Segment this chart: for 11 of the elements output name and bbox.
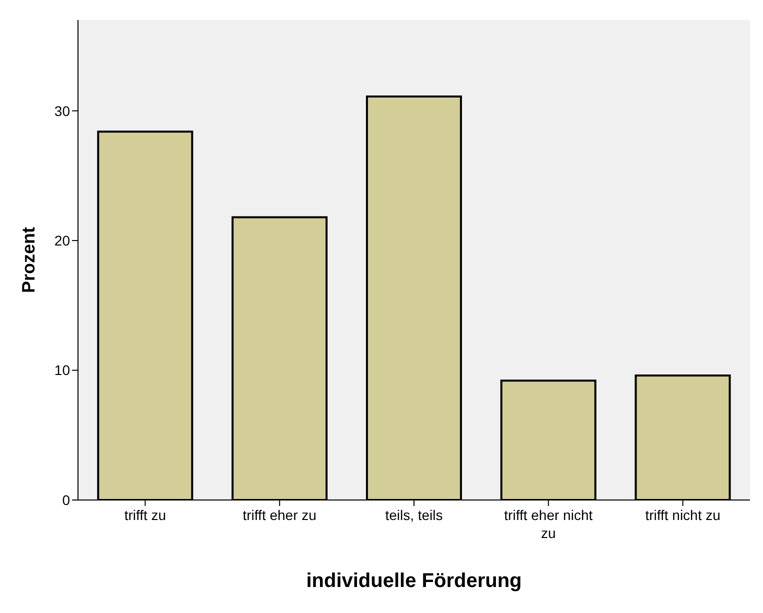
- y-tick-label: 30: [54, 102, 70, 119]
- x-tick-label: trifft eher zu: [242, 507, 316, 523]
- y-axis-title: Prozent: [18, 226, 38, 294]
- x-axis-title: individuelle Förderung: [306, 570, 522, 592]
- y-tick-label: 0: [62, 492, 70, 508]
- x-tick-label: trifft zu: [124, 507, 166, 523]
- y-tick-label: 10: [54, 362, 70, 378]
- x-tick-label: teils, teils: [385, 507, 443, 523]
- x-tick-label: trifft eher nicht zu: [504, 507, 593, 541]
- x-tick-label: trifft nicht zu: [645, 507, 720, 523]
- y-tick-label: 20: [54, 232, 70, 249]
